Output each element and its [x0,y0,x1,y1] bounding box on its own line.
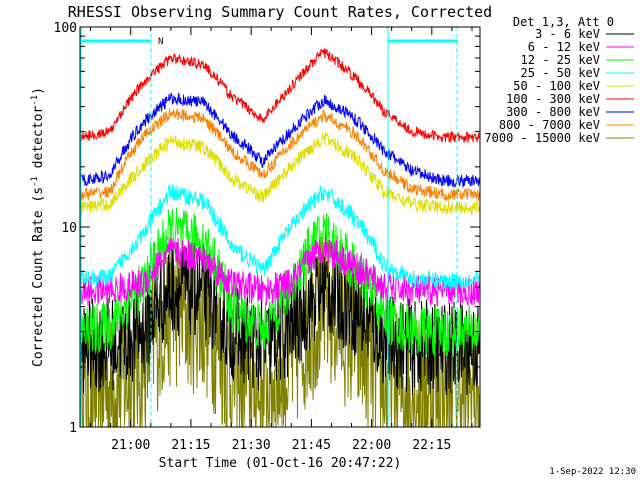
y-tick-label: 10 [61,221,77,236]
legend-label: 12 - 25 keV [521,53,600,67]
chart-title: RHESSI Observing Summary Count Rates, Co… [68,3,492,21]
legend-title: Det 1,3, Att 0 [513,15,614,29]
x-tick-label: 21:15 [171,438,210,453]
x-tick-label: 22:00 [352,438,391,453]
legend-label: 100 - 300 keV [506,92,600,106]
legend-label: 25 - 50 keV [521,66,600,80]
y-tick-label: 100 [54,21,77,36]
x-tick-label: 22:15 [412,438,451,453]
series-line-50-100-kev [80,131,480,216]
legend-label: 800 - 7000 keV [499,118,600,132]
series-line-300-800-kev [80,92,480,189]
legend-label: 300 - 800 keV [506,105,600,119]
legend-label: 7000 - 15000 keV [484,131,600,145]
series-line-3-6-kev [80,241,480,396]
annotation-n-label: N [158,37,163,47]
y-axis-label: Corrected Count Rate (s-1 detector-1) [30,87,46,367]
x-axis-label: Start Time (01-Oct-16 20:47:22) [159,456,402,471]
series-line-7000-15000-kev [80,233,480,428]
series-line-100-300-kev [80,48,480,144]
series-line-25-50-kev [80,184,480,291]
series-line-800-7000-kev [80,108,480,201]
x-tick-label: 21:30 [232,438,271,453]
legend-label: 3 - 6 keV [535,27,600,41]
series-line-6-12-kev [80,234,480,308]
series-line-12-25-kev [80,207,480,358]
x-tick-label: 21:00 [111,438,150,453]
plot-area: N 21:00 21:15 21:30 21:45 22:00 22:15 1 10 100 [54,21,481,453]
legend-label: 6 - 12 keV [528,40,600,54]
legend-label: 50 - 100 keV [513,79,600,93]
footer-date: 1-Sep-2022 12:30 [549,467,636,477]
x-tick-label: 21:45 [292,438,331,453]
y-tick-label: 1 [69,421,77,436]
